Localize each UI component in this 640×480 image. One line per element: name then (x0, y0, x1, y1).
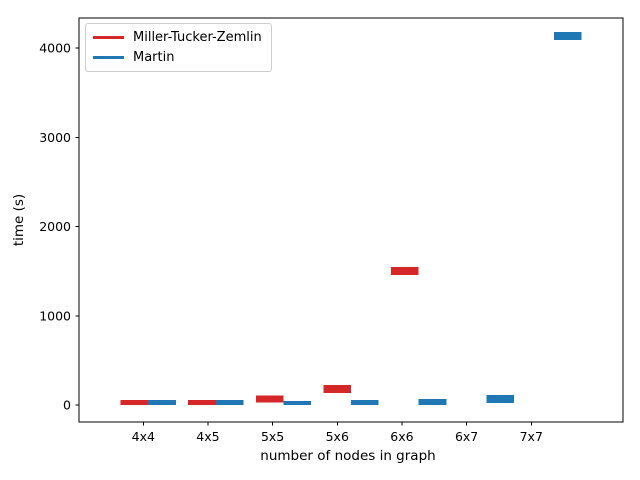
y-tick-label: 1000 (39, 308, 71, 323)
y-tick-label: 3000 (39, 130, 71, 145)
range-bar-martin-4x5 (215, 400, 244, 405)
legend-entry-martin: Martin (93, 49, 262, 66)
range-bar-martin-7x7 (554, 32, 582, 41)
y-axis-label: time (s) (11, 193, 27, 247)
y-tick-label: 0 (63, 398, 71, 413)
y-tick-label: 2000 (39, 219, 71, 234)
legend: Miller-Tucker-Zemlin Martin (85, 23, 272, 72)
x-tick-label: 5x6 (326, 429, 349, 444)
range-bar-miller-tucker-zemlin-4x5 (188, 400, 216, 405)
x-tick-label: 7x7 (520, 429, 543, 444)
x-tick-label: 6x6 (390, 429, 413, 444)
x-axis-label: number of nodes in graph (260, 448, 436, 464)
x-tick-label: 4x4 (132, 429, 155, 444)
y-tick-label: 4000 (39, 41, 71, 56)
legend-label-martin: Martin (133, 50, 175, 65)
range-bar-martin-6x6 (418, 399, 447, 405)
range-bar-martin-5x6 (351, 400, 379, 405)
x-tick-label: 5x5 (261, 429, 284, 444)
legend-line-sample-martin (93, 56, 124, 59)
range-bar-miller-tucker-zemlin-5x5 (255, 395, 284, 403)
legend-label-mtz: Miller-Tucker-Zemlin (133, 30, 262, 45)
range-bar-miller-tucker-zemlin-6x6 (391, 267, 419, 276)
range-bar-martin-4x4 (148, 400, 176, 405)
axes-spines (78, 17, 624, 423)
range-bar-miller-tucker-zemlin-4x4 (120, 400, 149, 405)
range-bar-martin-5x5 (283, 401, 312, 405)
range-bar-martin-6x7 (486, 395, 514, 403)
x-tick-label: 4x5 (196, 429, 219, 444)
legend-line-sample-mtz (93, 36, 124, 39)
legend-entry-mtz: Miller-Tucker-Zemlin (93, 29, 262, 46)
x-tick-label: 6x7 (455, 429, 478, 444)
range-bar-miller-tucker-zemlin-5x6 (323, 384, 352, 393)
